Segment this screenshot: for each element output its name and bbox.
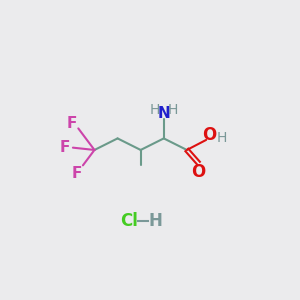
Text: F: F [59, 140, 70, 155]
Text: N: N [158, 106, 170, 121]
Text: H: H [149, 103, 160, 117]
Text: Cl: Cl [120, 212, 138, 230]
Text: F: F [67, 116, 77, 130]
Text: H: H [168, 103, 178, 117]
Text: H: H [148, 212, 162, 230]
Text: F: F [72, 166, 82, 181]
Text: O: O [202, 126, 216, 144]
Text: O: O [191, 163, 206, 181]
Text: H: H [216, 130, 227, 145]
